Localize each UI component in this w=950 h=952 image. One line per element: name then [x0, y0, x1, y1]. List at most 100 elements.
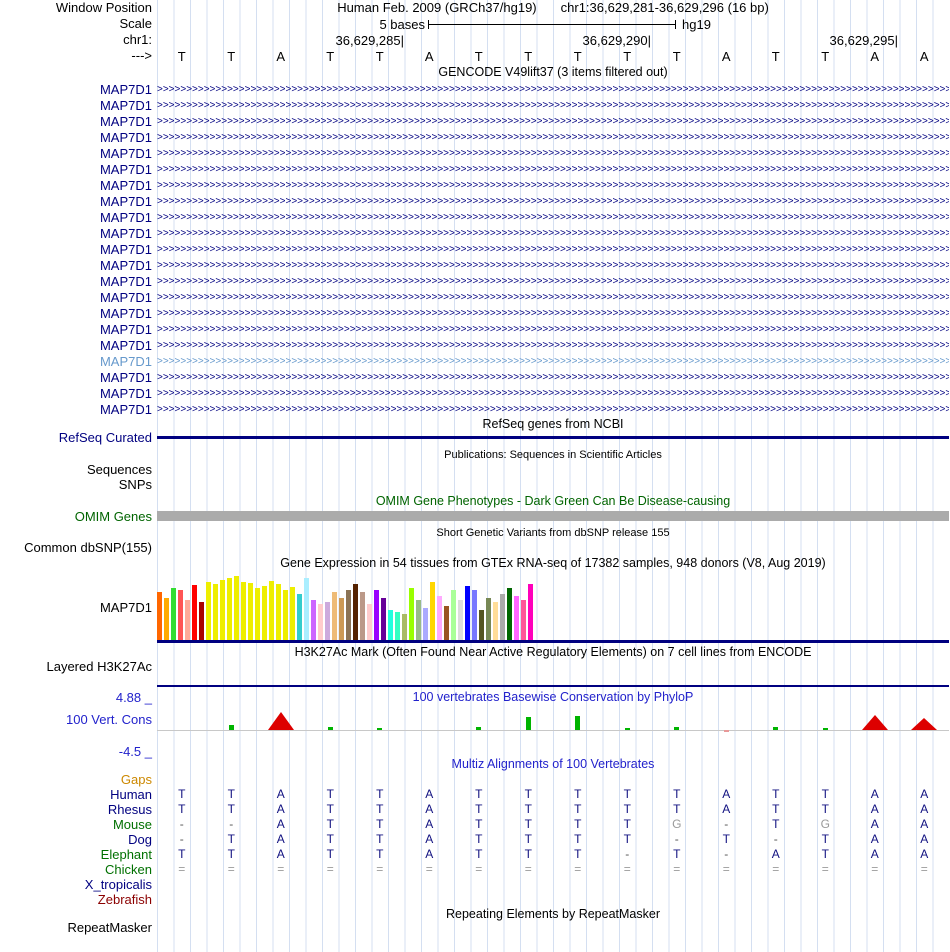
gtex-bar[interactable] [255, 588, 260, 640]
species-label[interactable]: Gaps [120, 772, 152, 787]
transcript-arrow-line[interactable]: >>>>>>>>>>>>>>>>>>>>>>>>>>>>>>>>>>>>>>>>… [157, 196, 949, 207]
gtex-bar[interactable] [437, 596, 442, 640]
gencode-transcript-row[interactable]: MAP7D1 >>>>>>>>>>>>>>>>>>>>>>>>>>>>>>>>>>… [0, 82, 950, 98]
gencode-transcript-row[interactable]: MAP7D1 >>>>>>>>>>>>>>>>>>>>>>>>>>>>>>>>>>… [0, 178, 950, 194]
gtex-bar[interactable] [521, 600, 526, 640]
gencode-transcript-row[interactable]: MAP7D1 >>>>>>>>>>>>>>>>>>>>>>>>>>>>>>>>>>… [0, 290, 950, 306]
gencode-transcript-label[interactable]: MAP7D1 [99, 162, 152, 177]
gtex-bar[interactable] [402, 614, 407, 640]
gtex-bar[interactable] [297, 594, 302, 640]
gtex-bar[interactable] [262, 586, 267, 640]
gencode-transcript-row[interactable]: MAP7D1 >>>>>>>>>>>>>>>>>>>>>>>>>>>>>>>>>>… [0, 210, 950, 226]
omim-gene-bar[interactable] [157, 511, 949, 521]
gencode-transcript-row[interactable]: MAP7D1 >>>>>>>>>>>>>>>>>>>>>>>>>>>>>>>>>>… [0, 114, 950, 130]
gtex-bar[interactable] [227, 578, 232, 640]
gtex-gene-label[interactable]: MAP7D1 [99, 600, 152, 615]
gtex-bar[interactable] [416, 600, 421, 640]
gtex-bar[interactable] [479, 610, 484, 640]
gtex-bar[interactable] [500, 594, 505, 640]
transcript-arrow-line[interactable]: >>>>>>>>>>>>>>>>>>>>>>>>>>>>>>>>>>>>>>>>… [157, 164, 949, 175]
transcript-arrow-line[interactable]: >>>>>>>>>>>>>>>>>>>>>>>>>>>>>>>>>>>>>>>>… [157, 276, 949, 287]
species-label[interactable]: X_tropicalis [84, 877, 152, 892]
transcript-arrow-line[interactable]: >>>>>>>>>>>>>>>>>>>>>>>>>>>>>>>>>>>>>>>>… [157, 180, 949, 191]
gencode-transcript-label[interactable]: MAP7D1 [99, 178, 152, 193]
transcript-arrow-line[interactable]: >>>>>>>>>>>>>>>>>>>>>>>>>>>>>>>>>>>>>>>>… [157, 228, 949, 239]
gtex-bar[interactable] [458, 600, 463, 640]
species-label[interactable]: Dog [128, 832, 152, 847]
gtex-bar[interactable] [423, 608, 428, 640]
gtex-bar[interactable] [248, 583, 253, 640]
gtex-bar[interactable] [430, 582, 435, 640]
gencode-transcript-label[interactable]: MAP7D1 [99, 322, 152, 337]
gencode-transcript-label[interactable]: MAP7D1 [99, 146, 152, 161]
gencode-transcript-label[interactable]: MAP7D1 [99, 82, 152, 97]
transcript-arrow-line[interactable]: >>>>>>>>>>>>>>>>>>>>>>>>>>>>>>>>>>>>>>>>… [157, 356, 949, 367]
gencode-transcript-row[interactable]: MAP7D1 >>>>>>>>>>>>>>>>>>>>>>>>>>>>>>>>>>… [0, 386, 950, 402]
gencode-transcript-row[interactable]: MAP7D1 >>>>>>>>>>>>>>>>>>>>>>>>>>>>>>>>>>… [0, 354, 950, 370]
gtex-bar[interactable] [444, 606, 449, 640]
gtex-bar[interactable] [220, 580, 225, 640]
gtex-bar[interactable] [178, 590, 183, 640]
species-label[interactable]: Mouse [112, 817, 152, 832]
gencode-transcript-label[interactable]: MAP7D1 [99, 226, 152, 241]
gencode-transcript-row[interactable]: MAP7D1 >>>>>>>>>>>>>>>>>>>>>>>>>>>>>>>>>>… [0, 130, 950, 146]
sequences-track-label[interactable]: Sequences [86, 462, 152, 477]
omim-genes-label[interactable]: OMIM Genes [74, 509, 152, 524]
gencode-transcript-row[interactable]: MAP7D1 >>>>>>>>>>>>>>>>>>>>>>>>>>>>>>>>>>… [0, 258, 950, 274]
gtex-bar[interactable] [276, 584, 281, 640]
gencode-transcript-label[interactable]: MAP7D1 [99, 98, 152, 113]
phylop-track-label[interactable]: 100 Vert. Cons [66, 712, 152, 727]
gtex-bar[interactable] [409, 588, 414, 640]
gtex-bar[interactable] [381, 598, 386, 640]
gtex-bar[interactable] [395, 612, 400, 640]
transcript-arrow-line[interactable]: >>>>>>>>>>>>>>>>>>>>>>>>>>>>>>>>>>>>>>>>… [157, 404, 949, 415]
species-label[interactable]: Rhesus [107, 802, 152, 817]
transcript-arrow-line[interactable]: >>>>>>>>>>>>>>>>>>>>>>>>>>>>>>>>>>>>>>>>… [157, 84, 949, 95]
gtex-bar[interactable] [311, 600, 316, 640]
gtex-bar[interactable] [353, 584, 358, 640]
gencode-transcript-row[interactable]: MAP7D1 >>>>>>>>>>>>>>>>>>>>>>>>>>>>>>>>>>… [0, 274, 950, 290]
dbsnp-track-label[interactable]: Common dbSNP(155) [24, 540, 152, 555]
gencode-transcript-label[interactable]: MAP7D1 [99, 338, 152, 353]
gtex-bar[interactable] [451, 590, 456, 640]
gencode-transcript-row[interactable]: MAP7D1 >>>>>>>>>>>>>>>>>>>>>>>>>>>>>>>>>>… [0, 242, 950, 258]
transcript-arrow-line[interactable]: >>>>>>>>>>>>>>>>>>>>>>>>>>>>>>>>>>>>>>>>… [157, 340, 949, 351]
gencode-transcript-row[interactable]: MAP7D1 >>>>>>>>>>>>>>>>>>>>>>>>>>>>>>>>>>… [0, 306, 950, 322]
gtex-bar[interactable] [171, 588, 176, 640]
gencode-transcript-row[interactable]: MAP7D1 >>>>>>>>>>>>>>>>>>>>>>>>>>>>>>>>>>… [0, 338, 950, 354]
gtex-bar[interactable] [304, 578, 309, 640]
gencode-transcript-label[interactable]: MAP7D1 [99, 290, 152, 305]
gencode-transcript-row[interactable]: MAP7D1 >>>>>>>>>>>>>>>>>>>>>>>>>>>>>>>>>>… [0, 146, 950, 162]
gencode-transcript-label[interactable]: MAP7D1 [99, 306, 152, 321]
transcript-arrow-line[interactable]: >>>>>>>>>>>>>>>>>>>>>>>>>>>>>>>>>>>>>>>>… [157, 132, 949, 143]
transcript-arrow-line[interactable]: >>>>>>>>>>>>>>>>>>>>>>>>>>>>>>>>>>>>>>>>… [157, 324, 949, 335]
transcript-arrow-line[interactable]: >>>>>>>>>>>>>>>>>>>>>>>>>>>>>>>>>>>>>>>>… [157, 308, 949, 319]
gencode-transcript-label[interactable]: MAP7D1 [99, 130, 152, 145]
gtex-bar[interactable] [192, 585, 197, 640]
gencode-transcript-label[interactable]: MAP7D1 [99, 242, 152, 257]
transcript-arrow-line[interactable]: >>>>>>>>>>>>>>>>>>>>>>>>>>>>>>>>>>>>>>>>… [157, 260, 949, 271]
gtex-bar[interactable] [507, 588, 512, 640]
gtex-bar[interactable] [486, 598, 491, 640]
h3k27ac-track-label[interactable]: Layered H3K27Ac [46, 659, 152, 674]
species-label[interactable]: Zebrafish [97, 892, 152, 907]
gtex-bar[interactable] [374, 590, 379, 640]
gencode-transcript-label[interactable]: MAP7D1 [99, 114, 152, 129]
transcript-arrow-line[interactable]: >>>>>>>>>>>>>>>>>>>>>>>>>>>>>>>>>>>>>>>>… [157, 212, 949, 223]
gtex-bar[interactable] [213, 584, 218, 640]
gencode-transcript-row[interactable]: MAP7D1 >>>>>>>>>>>>>>>>>>>>>>>>>>>>>>>>>>… [0, 162, 950, 178]
gtex-bar[interactable] [234, 576, 239, 640]
gtex-bar[interactable] [472, 590, 477, 640]
gtex-bar[interactable] [206, 582, 211, 640]
transcript-arrow-line[interactable]: >>>>>>>>>>>>>>>>>>>>>>>>>>>>>>>>>>>>>>>>… [157, 148, 949, 159]
transcript-arrow-line[interactable]: >>>>>>>>>>>>>>>>>>>>>>>>>>>>>>>>>>>>>>>>… [157, 388, 949, 399]
gtex-bar[interactable] [157, 592, 162, 640]
gtex-bar[interactable] [528, 584, 533, 640]
snps-track-label[interactable]: SNPs [118, 477, 152, 492]
species-label[interactable]: Elephant [100, 847, 152, 862]
transcript-arrow-line[interactable]: >>>>>>>>>>>>>>>>>>>>>>>>>>>>>>>>>>>>>>>>… [157, 372, 949, 383]
gtex-bar[interactable] [339, 598, 344, 640]
transcript-arrow-line[interactable]: >>>>>>>>>>>>>>>>>>>>>>>>>>>>>>>>>>>>>>>>… [157, 244, 949, 255]
gencode-transcript-row[interactable]: MAP7D1 >>>>>>>>>>>>>>>>>>>>>>>>>>>>>>>>>>… [0, 226, 950, 242]
gtex-bar[interactable] [493, 602, 498, 640]
